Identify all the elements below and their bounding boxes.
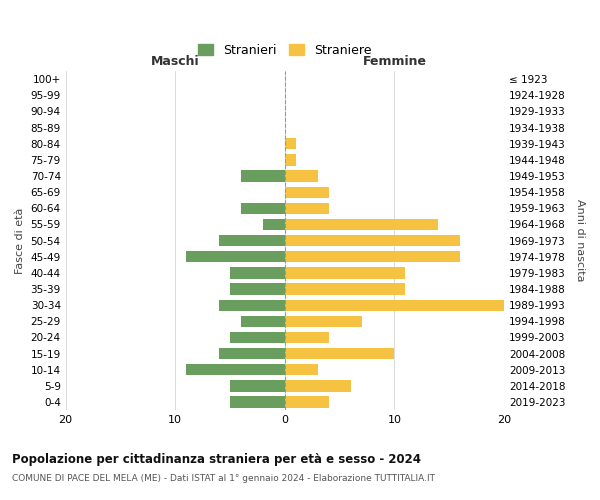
- Y-axis label: Anni di nascita: Anni di nascita: [575, 200, 585, 282]
- Bar: [219, 300, 285, 311]
- Bar: [285, 316, 362, 327]
- Bar: [285, 219, 438, 230]
- Bar: [230, 284, 285, 294]
- Text: COMUNE DI PACE DEL MELA (ME) - Dati ISTAT al 1° gennaio 2024 - Elaborazione TUTT: COMUNE DI PACE DEL MELA (ME) - Dati ISTA…: [12, 474, 435, 483]
- Bar: [230, 380, 285, 392]
- Bar: [285, 380, 350, 392]
- Bar: [285, 300, 504, 311]
- Bar: [285, 186, 329, 198]
- Text: Femmine: Femmine: [362, 55, 427, 68]
- Bar: [285, 332, 329, 343]
- Bar: [241, 316, 285, 327]
- Bar: [186, 364, 285, 376]
- Bar: [285, 364, 317, 376]
- Bar: [230, 396, 285, 407]
- Bar: [186, 251, 285, 262]
- Bar: [285, 284, 406, 294]
- Bar: [241, 202, 285, 214]
- Bar: [230, 268, 285, 278]
- Bar: [285, 202, 329, 214]
- Bar: [285, 348, 394, 360]
- Bar: [263, 219, 285, 230]
- Bar: [285, 170, 317, 181]
- Bar: [285, 138, 296, 149]
- Bar: [285, 396, 329, 407]
- Bar: [285, 235, 460, 246]
- Y-axis label: Fasce di età: Fasce di età: [15, 208, 25, 274]
- Bar: [285, 268, 406, 278]
- Bar: [241, 170, 285, 181]
- Text: Maschi: Maschi: [151, 55, 200, 68]
- Bar: [219, 235, 285, 246]
- Bar: [219, 348, 285, 360]
- Bar: [230, 332, 285, 343]
- Bar: [285, 154, 296, 166]
- Legend: Stranieri, Straniere: Stranieri, Straniere: [194, 40, 376, 60]
- Text: Popolazione per cittadinanza straniera per età e sesso - 2024: Popolazione per cittadinanza straniera p…: [12, 452, 421, 466]
- Bar: [285, 251, 460, 262]
